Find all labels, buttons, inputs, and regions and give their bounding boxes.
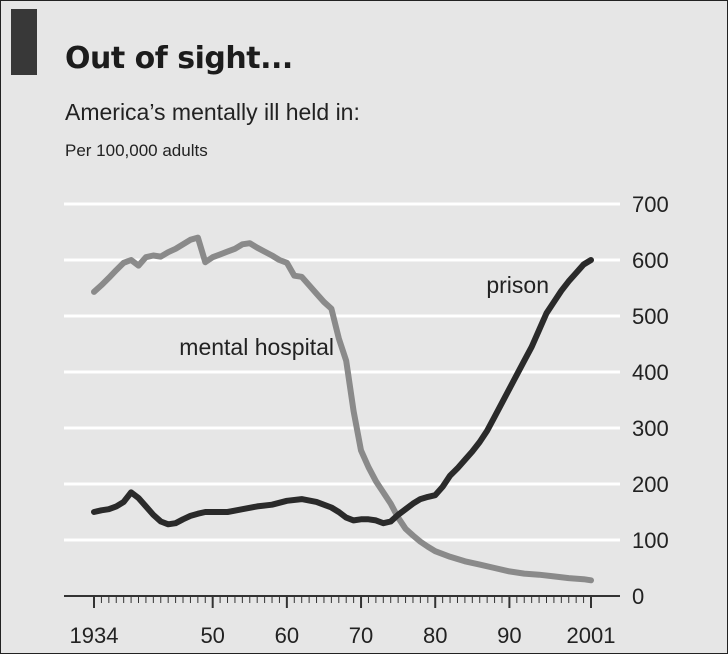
prison-label: prison — [486, 272, 549, 298]
x-axis — [64, 595, 620, 608]
y-axis-tick-labels: 0 100 200 300 400 500 600 700 — [632, 192, 669, 609]
series-line-prison — [91, 257, 594, 528]
chart-title: Out of sight... — [65, 41, 293, 76]
x-tick-label-1934: 1934 — [70, 623, 119, 648]
unit-label: Per 100,000 adults — [65, 141, 208, 160]
y-tick-label-700: 700 — [632, 192, 669, 217]
gridlines — [64, 202, 620, 542]
x-tick-label-70: 70 — [349, 623, 373, 648]
x-tick-label-2001: 2001 — [567, 623, 616, 648]
y-tick-label-400: 400 — [632, 360, 669, 385]
series-lines — [91, 234, 594, 584]
y-tick-label-600: 600 — [632, 248, 669, 273]
x-tick-label-50: 50 — [200, 623, 224, 648]
chart-subtitle: America’s mentally ill held in: — [65, 99, 360, 125]
x-axis-tick-labels: 1934 50 60 70 80 90 2001 — [70, 623, 616, 648]
y-tick-label-200: 200 — [632, 472, 669, 497]
y-tick-label-100: 100 — [632, 528, 669, 553]
mental-hospital-label: mental hospital — [179, 334, 334, 360]
series-line-mental-hospital — [91, 234, 594, 584]
y-tick-label-300: 300 — [632, 416, 669, 441]
accent-tab — [11, 9, 37, 75]
x-tick-label-90: 90 — [497, 623, 521, 648]
y-tick-label-0: 0 — [632, 584, 644, 609]
x-tick-label-80: 80 — [423, 623, 447, 648]
x-tick-label-60: 60 — [275, 623, 299, 648]
y-tick-label-500: 500 — [632, 304, 669, 329]
